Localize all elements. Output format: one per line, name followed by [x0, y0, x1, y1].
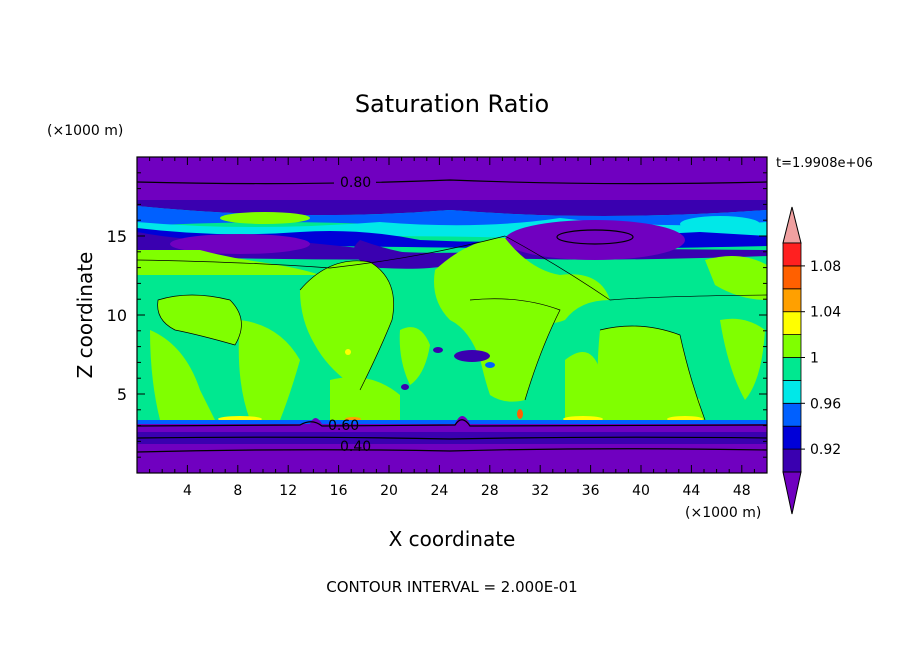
chart-title: Saturation Ratio: [355, 90, 549, 118]
x-axis-unit: (×1000 m): [685, 505, 761, 521]
colorbar-extend-bottom: [782, 471, 802, 515]
y-tick-label: 5: [117, 385, 127, 404]
x-tick-label: 12: [279, 483, 297, 499]
x-tick-label: 24: [430, 483, 448, 499]
colorbar-band: [782, 379, 802, 404]
y-tick-label: 10: [107, 306, 127, 325]
colorbar-tick-label: 1: [810, 351, 819, 367]
x-axis-label: X coordinate: [389, 527, 516, 551]
colorbar: 0.92 0.96 1 1.04 1.08: [782, 206, 841, 515]
saturation-field: [137, 157, 767, 473]
x-tick-label: 8: [233, 483, 242, 499]
y-axis-unit: (×1000 m): [47, 123, 123, 139]
x-tick-label: 20: [380, 483, 398, 499]
x-tick-label: 40: [632, 483, 650, 499]
colorbar-tick-label: 1.08: [810, 259, 841, 275]
y-axis-ticks: 5 10 15: [107, 172, 767, 458]
colorbar-extend-top: [782, 206, 802, 244]
x-tick-label: 44: [682, 483, 700, 499]
contour-label-1: 0.60: [328, 418, 359, 434]
colorbar-band: [782, 425, 802, 450]
y-axis-label: Z coordinate: [73, 252, 97, 379]
x-tick-label: 48: [733, 483, 751, 499]
colorbar-tick-label: 1.04: [810, 305, 841, 321]
time-label: t=1.9908e+06: [776, 156, 873, 171]
contour-labels: 0.80 0.60 0.40: [328, 174, 376, 455]
colorbar-band: [782, 311, 802, 336]
colorbar-band: [782, 288, 802, 313]
x-tick-label: 32: [531, 483, 549, 499]
colorbar-tick-label: 0.96: [810, 396, 841, 412]
contour-label-2: 0.40: [340, 439, 371, 455]
colorbar-band: [782, 334, 802, 358]
x-axis-ticks: 4 8 12 16 20 24 28 32 36 40 44 48: [149, 157, 755, 499]
x-tick-label: 16: [330, 483, 348, 499]
colorbar-band: [782, 357, 802, 381]
colorbar-band: [782, 265, 802, 290]
colorbar-band: [782, 242, 802, 267]
colorbar-band: [782, 448, 802, 473]
x-tick-label: 36: [582, 483, 600, 499]
contour-label-0: 0.80: [340, 175, 371, 191]
contour-interval-footer: CONTOUR INTERVAL = 2.000E-01: [326, 578, 577, 596]
y-tick-label: 15: [107, 227, 127, 246]
x-tick-label: 28: [481, 483, 499, 499]
colorbar-tick-label: 0.92: [810, 442, 841, 458]
colorbar-band: [782, 402, 802, 427]
x-tick-label: 4: [183, 483, 192, 499]
